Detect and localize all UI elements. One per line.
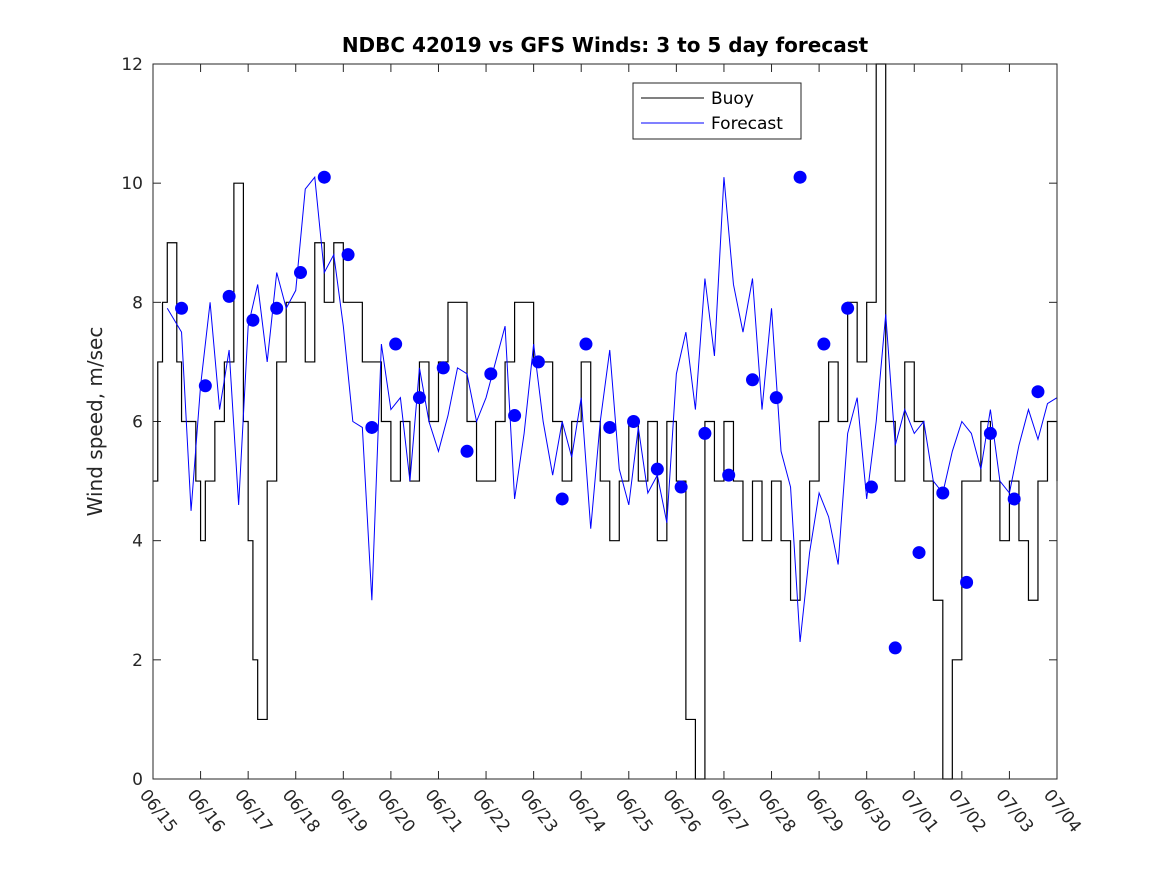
buoy-line	[153, 63, 1058, 780]
x-tick-labels: 06/15 06/16 06/17 06/18 06/19 06/20 06/21 06/22…	[135, 786, 1085, 837]
y-axis-label: Wind speed, m/sec	[83, 327, 107, 517]
forecast-marker	[293, 266, 307, 280]
x-tick-label: 07/04	[1039, 786, 1085, 837]
forecast-line	[166, 175, 1058, 643]
forecast-marker	[365, 420, 379, 434]
forecast-marker	[722, 468, 736, 482]
x-tick-label: 06/24	[563, 786, 609, 837]
buoy-series	[153, 63, 1058, 780]
forecast-series	[166, 175, 1058, 643]
forecast-marker	[317, 170, 331, 184]
forecast-marker	[983, 426, 997, 440]
x-tick-label: 06/19	[325, 786, 371, 837]
forecast-marker	[341, 248, 355, 262]
forecast-marker	[627, 415, 641, 428]
forecast-marker	[555, 492, 569, 506]
forecast-marker	[745, 373, 759, 387]
x-tick-label: 07/01	[896, 786, 942, 837]
y-tick-labels: 0 2 4 6 8 10 12	[121, 55, 143, 790]
x-tick-label: 06/17	[230, 786, 276, 837]
x-tick-label: 06/21	[421, 786, 467, 837]
plot-frame	[152, 63, 1058, 780]
x-tick-label: 06/27	[706, 786, 752, 837]
forecast-marker	[698, 426, 712, 440]
forecast-marker	[769, 391, 783, 405]
forecast-marker	[793, 170, 807, 184]
forecast-marker	[864, 480, 878, 494]
plot-background	[153, 64, 1057, 779]
forecast-marker	[960, 575, 974, 589]
axis-ticks	[152, 63, 1058, 780]
chart-title: NDBC 42019 vs GFS Winds: 3 to 5 day fore…	[342, 33, 869, 57]
forecast-marker	[912, 546, 926, 560]
x-tick-label: 06/20	[373, 786, 419, 837]
x-tick-label: 06/16	[183, 786, 229, 837]
x-tick-label: 06/22	[468, 786, 514, 837]
forecast-marker	[175, 301, 189, 315]
forecast-marker	[603, 420, 617, 434]
forecast-marker	[460, 444, 474, 458]
legend-forecast-label: Forecast	[711, 114, 783, 134]
legend: Buoy Forecast	[632, 82, 802, 140]
x-tick-label: 06/30	[849, 786, 895, 837]
y-tick-label: 6	[132, 413, 143, 433]
forecast-marker	[198, 379, 212, 393]
y-tick-label: 2	[132, 651, 143, 671]
x-tick-label: 06/26	[658, 786, 704, 837]
forecast-marker	[270, 301, 284, 315]
forecast-marker	[412, 391, 426, 405]
y-tick-label: 12	[121, 55, 143, 75]
y-tick-label: 4	[132, 532, 143, 552]
forecast-marker	[389, 337, 403, 351]
forecast-marker	[888, 641, 902, 655]
forecast-marker	[1031, 385, 1045, 399]
forecast-marker	[531, 355, 545, 369]
forecast-marker	[841, 301, 855, 315]
forecast-marker	[579, 337, 593, 351]
x-tick-label: 07/02	[944, 786, 990, 837]
x-tick-label: 06/23	[516, 786, 562, 837]
forecast-marker	[817, 337, 831, 351]
x-tick-label: 06/25	[611, 786, 657, 837]
x-tick-label: 06/15	[135, 786, 181, 837]
x-tick-label: 07/03	[991, 786, 1037, 837]
x-tick-label: 06/28	[754, 786, 800, 837]
y-tick-label: 10	[121, 174, 143, 194]
forecast-marker	[1007, 492, 1021, 506]
forecast-marker	[650, 462, 664, 476]
forecast-markers	[175, 170, 1045, 655]
forecast-marker	[484, 367, 498, 381]
legend-buoy-label: Buoy	[711, 89, 754, 109]
forecast-marker	[436, 361, 450, 375]
x-tick-label: 06/18	[278, 786, 324, 837]
legend-box	[632, 82, 802, 140]
x-tick-label: 06/29	[801, 786, 847, 837]
forecast-marker	[674, 480, 688, 494]
y-tick-label: 0	[132, 770, 143, 790]
forecast-marker	[936, 486, 950, 500]
forecast-marker	[246, 313, 260, 327]
forecast-marker	[222, 289, 236, 303]
forecast-marker	[508, 409, 522, 423]
y-tick-label: 8	[132, 293, 143, 313]
